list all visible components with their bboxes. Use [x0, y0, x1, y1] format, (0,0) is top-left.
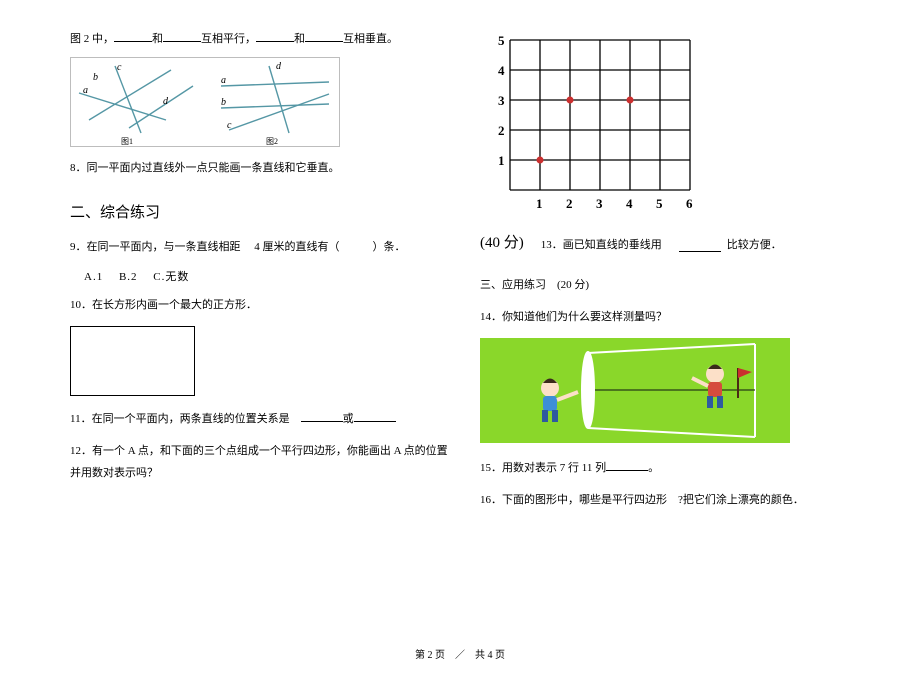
blank: [256, 30, 294, 42]
label-c: c: [117, 62, 122, 73]
caption-2: 图2: [266, 137, 278, 146]
coordinate-grid: 5 4 3 2 1 1 2 3 4 5 6: [480, 30, 720, 225]
lines-diagram: a b c d 图1 a b c d 图2: [70, 57, 340, 147]
label-d: d: [163, 96, 169, 107]
long-jump-illustration: [480, 338, 790, 443]
q8: 8．同一平面内过直线外一点只能画一条直线和它垂直。: [70, 157, 450, 179]
q9-options: A.1 B.2 C.无数: [84, 268, 450, 284]
blank: [301, 410, 343, 422]
q13-b: 比较方便．: [727, 236, 782, 252]
q14: 14．你知道他们为什么要这样测量吗？: [480, 306, 860, 328]
score-row: (40 分) 13．画已知直线的垂线用 比较方便．: [480, 231, 860, 252]
section-3-title: 三、应用练习 (20 分): [480, 274, 860, 296]
q11-b: 或: [343, 413, 354, 425]
xlab-1: 1: [536, 196, 543, 211]
q15-b: 。: [648, 462, 659, 474]
label-c2: c: [227, 120, 232, 131]
t: 互相垂直。: [343, 33, 398, 45]
q12: 12．有一个 A 点，和下面的三个点组成一个平行四边形，你能画出 A 点的位置并…: [70, 440, 450, 484]
score-open: (40 分): [480, 231, 524, 252]
blank: [114, 30, 152, 42]
q11-a: 11．在同一个平面内，两条直线的位置关系是: [70, 413, 301, 425]
section-2-title: 二、综合练习: [70, 201, 450, 222]
xlab-2: 2: [566, 196, 573, 211]
blank: [606, 459, 648, 471]
page-footer: 第 2 页 ／ 共 4 页: [0, 646, 920, 661]
green-svg: [480, 338, 790, 443]
label-d2: d: [276, 61, 282, 72]
ylab-4: 4: [498, 63, 505, 78]
q15-a: 15．用数对表示 7 行 11 列: [480, 462, 606, 474]
q13-a: 13．画已知直线的垂线用: [530, 236, 673, 252]
label-b2: b: [221, 97, 226, 108]
blank: [305, 30, 343, 42]
xlab-3: 3: [596, 196, 603, 211]
point-2-3: [567, 97, 574, 104]
xlab-5: 5: [656, 196, 663, 211]
t: 互相平行，: [201, 33, 256, 45]
q15: 15．用数对表示 7 行 11 列 。: [480, 457, 860, 479]
caption-1: 图1: [121, 137, 133, 146]
blank: [354, 410, 396, 422]
t: 和: [294, 33, 305, 45]
ylab-3: 3: [498, 93, 505, 108]
label-b: b: [93, 72, 98, 83]
ylab-2: 2: [498, 123, 505, 138]
blank: [163, 30, 201, 42]
xlab-6: 6: [686, 196, 693, 211]
grid-svg: 5 4 3 2 1 1 2 3 4 5 6: [480, 30, 720, 225]
lines-svg: a b c d 图1 a b c d 图2: [71, 58, 341, 148]
q10: 10．在长方形内画一个最大的正方形．: [70, 294, 450, 316]
t: 和: [152, 33, 163, 45]
ylab-1: 1: [498, 153, 505, 168]
blank: [679, 240, 721, 252]
q-img2-pre: 图 2 中，: [70, 33, 114, 45]
label-a2: a: [221, 75, 226, 86]
point-4-3: [627, 97, 634, 104]
q16: 16．下面的图形中，哪些是平行四边形 ?把它们涂上漂亮的颜色．: [480, 489, 860, 511]
point-1-1: [537, 157, 544, 164]
rect-draw-area: [70, 326, 195, 396]
xlab-4: 4: [626, 196, 633, 211]
q9: 9．在同一平面内，与一条直线相距 4 厘米的直线有（ ）条．: [70, 236, 450, 258]
q-img2-fill: 图 2 中， 和 互相平行， 和 互相垂直。: [70, 30, 450, 49]
ylab-5: 5: [498, 33, 505, 48]
label-a: a: [83, 85, 88, 96]
q11: 11．在同一个平面内，两条直线的位置关系是 或: [70, 408, 450, 430]
